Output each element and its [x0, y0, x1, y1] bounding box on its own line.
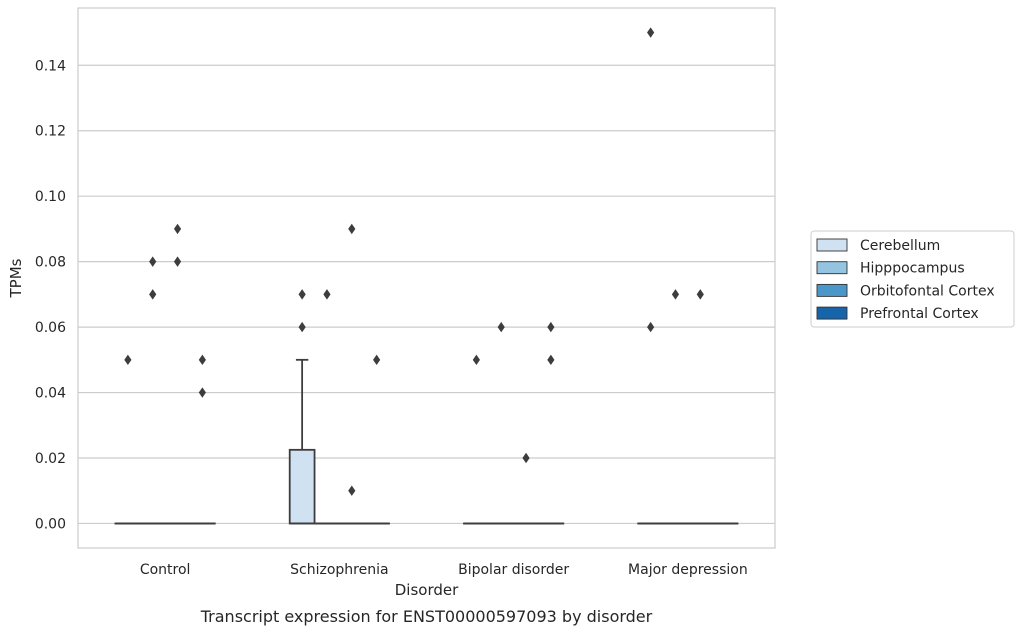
x-tick-label: Major depression — [628, 562, 748, 578]
outlier-marker — [547, 321, 555, 333]
x-tick-label: Bipolar disorder — [458, 562, 569, 578]
outlier-marker — [647, 27, 655, 38]
legend-label: Cerebellum — [860, 238, 940, 254]
outlier-marker — [124, 354, 132, 366]
legend-swatch — [816, 306, 848, 320]
x-tick-label: Control — [140, 562, 191, 578]
outlier-marker — [472, 354, 480, 366]
x-tick-label: Schizophrenia — [290, 562, 388, 578]
y-tick-label: 0.10 — [35, 189, 66, 205]
outlier-marker — [173, 256, 182, 267]
outlier-marker — [348, 485, 356, 496]
legend: Cerebellum Hipppocampus Orbitofontal Corte… — [810, 230, 1015, 328]
legend-label: Prefrontal Cortex — [860, 306, 979, 322]
outlier-marker — [173, 223, 182, 235]
outlier-marker — [298, 321, 306, 333]
outlier-marker — [522, 452, 530, 464]
y-axis-label: TPMs — [7, 258, 25, 298]
x-axis-ticks: Control Schizophrenia Bipolar disorder Majo… — [140, 562, 748, 578]
outlier-marker — [497, 321, 505, 333]
y-tick-label: 0.12 — [35, 124, 66, 140]
plot-area-frame — [77, 7, 776, 549]
outlier-marker — [348, 223, 356, 235]
y-tick-label: 0.14 — [35, 58, 66, 74]
box — [288, 448, 316, 525]
box-group — [288, 358, 316, 525]
legend-frame — [810, 230, 1015, 328]
grid-lines — [78, 64, 775, 525]
legend-label: Hipppocampus — [860, 261, 965, 277]
outlier-marker — [198, 387, 206, 398]
outlier-marker — [198, 354, 206, 366]
outlier-marker — [323, 289, 331, 300]
x-axis-label: Disorder — [395, 581, 459, 599]
legend-swatch — [816, 238, 848, 252]
y-axis-ticks: 0.00 0.02 0.04 0.06 0.08 0.10 0.12 0.14 — [35, 58, 66, 532]
outlier-marker — [647, 321, 655, 333]
outlier-marker — [298, 289, 306, 300]
outlier-marker — [696, 289, 704, 300]
chart-caption: Transcript expression for ENST0000059709… — [200, 607, 653, 626]
outliers — [124, 27, 704, 496]
legend-swatch — [816, 261, 848, 275]
legend-label: Orbitofontal Cortex — [860, 283, 995, 299]
y-tick-label: 0.02 — [35, 451, 66, 467]
outlier-marker — [149, 289, 157, 300]
legend-swatch — [816, 283, 848, 297]
outlier-marker — [149, 256, 157, 267]
outlier-marker — [671, 289, 680, 300]
boxes — [114, 358, 739, 525]
outlier-marker — [547, 354, 555, 366]
y-tick-label: 0.04 — [35, 386, 66, 402]
y-tick-label: 0.06 — [35, 320, 66, 336]
y-tick-label: 0.00 — [35, 516, 66, 532]
y-tick-label: 0.08 — [35, 255, 66, 271]
outlier-marker — [373, 354, 381, 366]
